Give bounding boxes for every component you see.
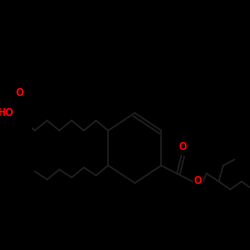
Text: O: O [179,142,187,152]
Text: O: O [15,88,23,98]
Text: O: O [194,176,202,186]
Text: HO: HO [0,108,14,118]
